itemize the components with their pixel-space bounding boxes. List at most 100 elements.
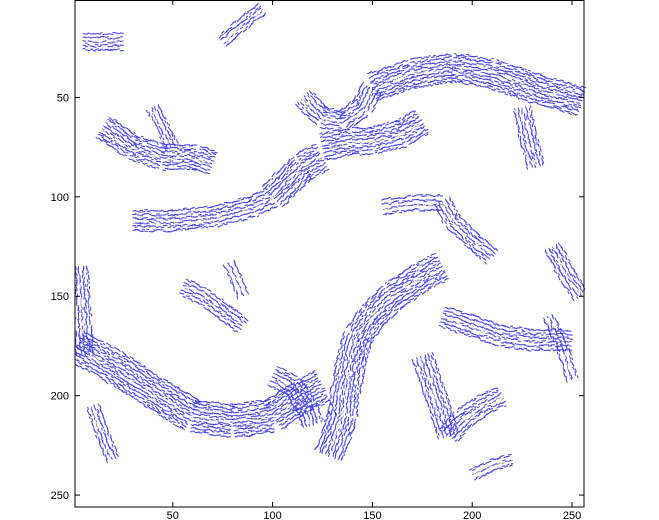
vector-stroke-right-middle-drop xyxy=(434,196,499,265)
vector-arrow xyxy=(434,278,439,281)
vector-arrow xyxy=(337,357,339,361)
vector-arrow xyxy=(393,119,398,123)
vector-arrow xyxy=(110,139,114,142)
vector-arrow xyxy=(290,156,295,160)
vector-arrow xyxy=(372,107,376,111)
vector-arrow xyxy=(429,283,433,286)
vector-arrow xyxy=(343,371,346,377)
vector-arrow xyxy=(439,281,443,283)
vector-arrow xyxy=(152,139,156,142)
vector-arrow xyxy=(165,379,169,382)
vector-arrow xyxy=(356,102,359,105)
vector-arrow xyxy=(160,110,163,115)
vector-arrow xyxy=(410,279,414,282)
vector-arrow xyxy=(503,81,508,84)
vector-arrow xyxy=(233,313,237,316)
vector-arrow xyxy=(277,176,281,181)
vector-arrow xyxy=(427,62,432,65)
vector-arrow xyxy=(378,313,381,316)
vector-arrow xyxy=(114,142,119,145)
vector-arrow xyxy=(418,82,423,85)
vector-arrow xyxy=(97,352,101,355)
vector-arrow xyxy=(102,342,106,346)
vector-arrow xyxy=(541,155,544,159)
vector-arrow xyxy=(450,77,454,79)
vector-arrow xyxy=(333,372,335,377)
vector-arrow xyxy=(411,116,415,119)
vector-arrow xyxy=(400,297,404,300)
vector-arrow xyxy=(509,94,513,97)
vector-arrow xyxy=(135,390,139,393)
vector-arrow xyxy=(142,138,147,141)
vector-arrow xyxy=(192,292,197,295)
vector-arrow xyxy=(248,15,251,18)
vector-arrow xyxy=(120,361,124,364)
vector-arrow xyxy=(260,212,264,214)
vector-arrow xyxy=(344,377,346,381)
vector-arrow xyxy=(96,339,100,342)
vector-arrow xyxy=(191,290,195,294)
vector-arrow xyxy=(364,313,367,317)
vector-arrow xyxy=(407,292,411,295)
vector-arrow xyxy=(161,380,166,384)
vector-arrow xyxy=(341,147,346,150)
vector-arrow xyxy=(190,280,194,283)
vector-arrow xyxy=(392,304,395,308)
vector-arrow xyxy=(229,217,234,219)
vector-arrow xyxy=(153,403,158,406)
vector-arrow xyxy=(502,77,506,79)
vector-arrow xyxy=(313,92,317,96)
vector-arrow xyxy=(112,132,117,136)
vector-arrow xyxy=(506,67,510,70)
vector-arrow xyxy=(333,439,336,443)
vector-arrow xyxy=(328,123,332,125)
vector-arrow xyxy=(103,379,107,382)
vector-arrow xyxy=(372,336,374,340)
vector-arrow xyxy=(213,313,217,317)
vector-arrow xyxy=(425,277,430,281)
vector-arrow xyxy=(105,367,108,370)
vector-arrow xyxy=(559,101,563,104)
vector-arrow xyxy=(283,202,287,206)
vector-arrow xyxy=(344,438,347,442)
vector-arrow xyxy=(471,239,476,243)
vector-arrow xyxy=(252,19,255,23)
vector-arrow xyxy=(252,16,255,19)
vector-arrow xyxy=(452,226,455,230)
vector-arrow xyxy=(477,337,481,340)
vector-arrow xyxy=(153,229,157,231)
vector-arrow xyxy=(465,223,468,226)
vector-arrow xyxy=(399,272,404,276)
vector-arrow xyxy=(272,185,276,188)
vector-arrow xyxy=(392,74,396,77)
vector-arrow xyxy=(442,203,445,207)
vector-arrow xyxy=(287,159,291,163)
vector-arrow xyxy=(575,106,578,108)
vector-arrow xyxy=(137,161,140,164)
vector-arrow xyxy=(130,140,134,144)
vector-arrow xyxy=(96,345,99,347)
vector-arrow xyxy=(552,83,556,85)
vector-arrow xyxy=(367,107,370,111)
vector-arrow xyxy=(353,336,356,340)
vector-arrow xyxy=(318,157,321,161)
vector-arrow xyxy=(479,339,483,342)
vector-arrow xyxy=(414,75,419,78)
vector-arrow xyxy=(416,279,419,282)
vector-arrow xyxy=(301,149,305,151)
vector-arrow xyxy=(579,99,583,102)
vector-arrow xyxy=(307,94,310,98)
vector-arrow xyxy=(291,164,294,167)
vector-arrow xyxy=(231,327,235,330)
vector-arrow xyxy=(361,356,364,360)
vector-arrow xyxy=(135,373,139,376)
vector-arrow xyxy=(460,328,463,331)
vector-arrow xyxy=(328,440,331,443)
vector-arrow xyxy=(371,303,375,307)
vector-arrow xyxy=(359,323,363,327)
vector-arrow xyxy=(376,325,380,330)
vector-arrow xyxy=(137,211,141,213)
vector-arrow xyxy=(483,258,487,261)
vector-arrow xyxy=(375,333,378,337)
vector-arrow xyxy=(236,33,240,37)
